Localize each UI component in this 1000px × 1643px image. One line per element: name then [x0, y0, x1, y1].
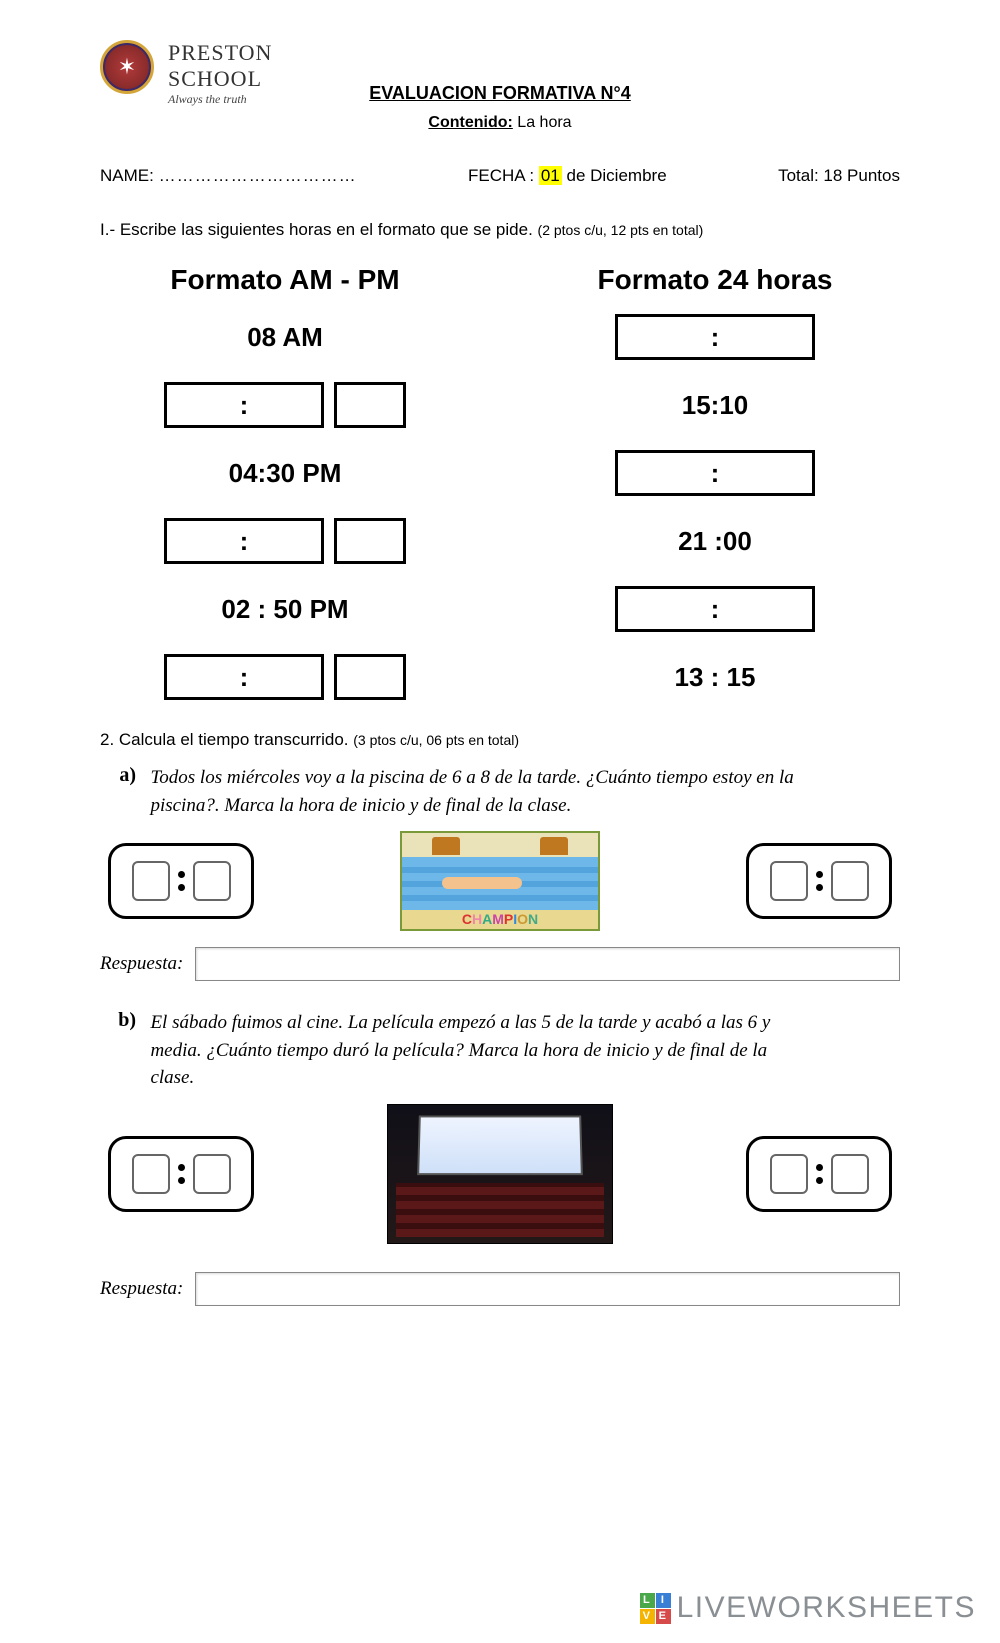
ampm-row-1: 08 AM [100, 306, 470, 368]
h24-input-3[interactable]: : [615, 450, 815, 496]
column-ampm: Formato AM - PM 08 AM : 04:30 PM : 02 : … [100, 264, 470, 714]
clock-b-start[interactable] [108, 1136, 254, 1212]
info-row: NAME: …………………………… FECHA : 01 de Diciembr… [100, 166, 900, 186]
cinema-image [387, 1104, 613, 1244]
h24-row-2: 15:10 [530, 374, 900, 436]
instruction-2: 2. Calcula el tiempo transcurrido. (3 pt… [100, 730, 900, 750]
h24-row-3: : [530, 442, 900, 504]
live-badge-icon: L I V E [640, 1593, 671, 1624]
column-24h: Formato 24 horas : 15:10 : 21 :00 : 13 :… [530, 264, 900, 714]
clock-a-start[interactable] [108, 843, 254, 919]
school-logo: ✶ [100, 40, 154, 94]
fecha-rest: de Diciembre [567, 166, 667, 185]
problem-a: a) Todos los miércoles voy a la piscina … [100, 764, 900, 981]
pool-image: CHAMPION [400, 831, 600, 931]
school-line1: PRESTON [168, 40, 272, 66]
pool-caption: CHAMPION [402, 911, 598, 927]
ampm-row-2: : [100, 374, 470, 436]
clock-a-start-m[interactable] [193, 861, 231, 901]
respuesta-label-a: Respuesta: [100, 953, 183, 975]
ampm-input-4-time[interactable]: : [164, 518, 324, 564]
instruction-1: I.- Escribe las siguientes horas en el f… [100, 220, 900, 240]
problem-b: b) El sábado fuimos al cine. La película… [100, 1009, 900, 1306]
h24-input-1[interactable]: : [615, 314, 815, 360]
total-points: Total: 18 Puntos [778, 166, 900, 186]
name-field: NAME: …………………………… [100, 166, 357, 186]
col-left-title: Formato AM - PM [100, 264, 470, 296]
col-right-title: Formato 24 horas [530, 264, 900, 296]
respuesta-label-b: Respuesta: [100, 1278, 183, 1300]
clock-b-end-m[interactable] [831, 1154, 869, 1194]
ampm-input-2-period[interactable] [334, 382, 406, 428]
ampm-input-6-time[interactable]: : [164, 654, 324, 700]
liveworksheets-watermark: L I V E LIVEWORKSHEETS [640, 1591, 976, 1625]
clock-a-end-h[interactable] [770, 861, 808, 901]
clock-b-end-h[interactable] [770, 1154, 808, 1194]
clock-b-end[interactable] [746, 1136, 892, 1212]
clock-a-start-h[interactable] [132, 861, 170, 901]
clock-b-start-m[interactable] [193, 1154, 231, 1194]
ampm-row-5: 02 : 50 PM [100, 578, 470, 640]
h24-row-5: : [530, 578, 900, 640]
ampm-row-3: 04:30 PM [100, 442, 470, 504]
respuesta-input-a[interactable] [195, 947, 900, 981]
school-name: PRESTON SCHOOL Always the truth [168, 40, 272, 107]
content-label: Contenido: [428, 114, 512, 131]
text-a: Todos los miércoles voy a la piscina de … [150, 764, 810, 819]
text-b: El sábado fuimos al cine. La película em… [150, 1009, 810, 1092]
clock-a-end-m[interactable] [831, 861, 869, 901]
respuesta-input-b[interactable] [195, 1272, 900, 1306]
ampm-input-4-period[interactable] [334, 518, 406, 564]
school-line2: SCHOOL [168, 66, 272, 92]
label-a: a) [100, 764, 146, 787]
clock-b-start-h[interactable] [132, 1154, 170, 1194]
school-motto: Always the truth [168, 92, 272, 107]
name-dots[interactable]: …………………………… [159, 166, 357, 185]
ampm-row-6: : [100, 646, 470, 708]
subtitle: Contenido: La hora [100, 114, 900, 132]
h24-row-1: : [530, 306, 900, 368]
content-value: La hora [517, 114, 571, 131]
ampm-input-2-time[interactable]: : [164, 382, 324, 428]
label-b: b) [100, 1009, 146, 1032]
watermark-text: LIVEWORKSHEETS [677, 1591, 976, 1625]
h24-input-5[interactable]: : [615, 586, 815, 632]
h24-row-4: 21 :00 [530, 510, 900, 572]
ampm-input-6-period[interactable] [334, 654, 406, 700]
h24-row-6: 13 : 15 [530, 646, 900, 708]
fecha-field: FECHA : 01 de Diciembre [468, 166, 667, 186]
ampm-row-4: : [100, 510, 470, 572]
fecha-day: 01 [539, 166, 562, 185]
clock-a-end[interactable] [746, 843, 892, 919]
